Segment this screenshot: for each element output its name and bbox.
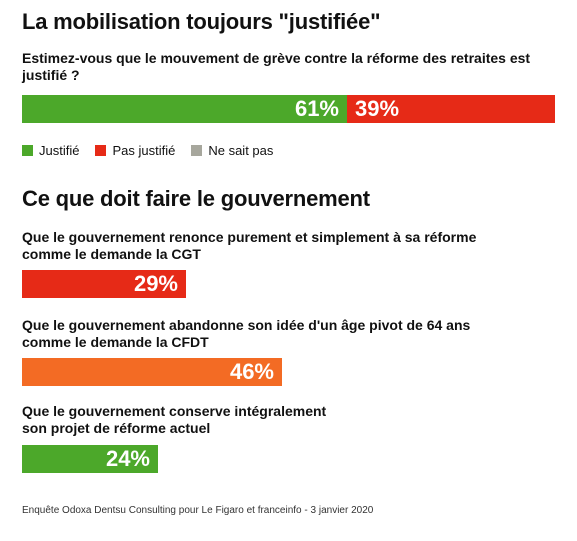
bar-abandonne: 46% — [22, 358, 282, 386]
bar-label-abandonne: 46% — [229, 359, 274, 384]
legend-swatch-justifie — [22, 145, 33, 156]
legend-label-pas-justifie: Pas justifié — [112, 143, 176, 158]
stacked-bar-chart: 61% 39% — [22, 95, 555, 123]
legend: Justifié Pas justifié Ne sait pas — [22, 143, 289, 158]
stacked-label-pas-justifie: 39% — [355, 96, 400, 121]
legend-swatch-pas-justifie — [95, 145, 107, 156]
legend-item-justifie: Justifié — [22, 143, 79, 158]
legend-label-ne-sait-pas: Ne sait pas — [208, 143, 274, 158]
question-2c: Que le gouvernement conserve intégraleme… — [22, 403, 327, 436]
chart-title-1: La mobilisation toujours "justifiée" — [22, 9, 381, 34]
stacked-label-justifie: 61% — [294, 96, 339, 121]
legend-item-ne-sait-pas: Ne sait pas — [191, 143, 273, 158]
question-1: Estimez-vous que le mouvement de grève c… — [22, 50, 531, 83]
legend-item-pas-justifie: Pas justifié — [95, 143, 175, 158]
stacked-segment-justifie: 61% — [22, 95, 347, 123]
bar-conserve: 24% — [22, 445, 158, 473]
bar-label-renonce: 29% — [133, 271, 178, 296]
stacked-segment-pas-justifie: 39% — [347, 95, 555, 123]
bar-label-conserve: 24% — [105, 446, 150, 471]
source-note: Enquête Odoxa Dentsu Consulting pour Le … — [22, 505, 374, 516]
question-2a: Que le gouvernement renonce purement et … — [22, 229, 477, 262]
legend-label-justifie: Justifié — [39, 143, 80, 158]
bar-renonce: 29% — [22, 270, 186, 298]
chart-title-2: Ce que doit faire le gouvernement — [22, 186, 370, 211]
question-2b: Que le gouvernement abandonne son idée d… — [22, 317, 471, 350]
legend-swatch-ne-sait-pas — [191, 145, 203, 156]
